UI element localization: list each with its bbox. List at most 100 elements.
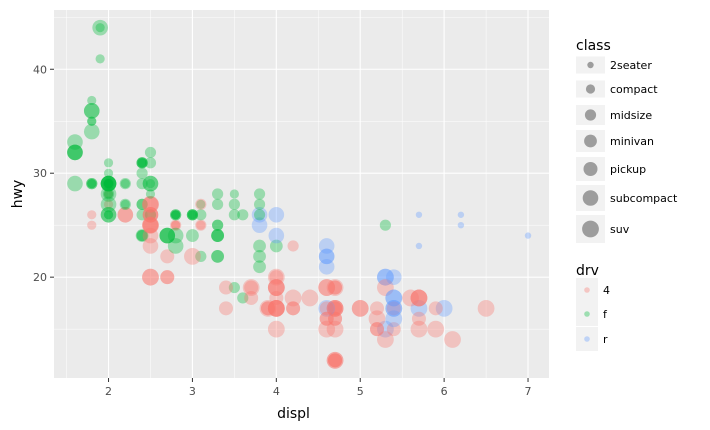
- data-point: [170, 209, 182, 221]
- data-point: [435, 299, 453, 317]
- data-point: [186, 209, 199, 221]
- data-point: [328, 353, 343, 368]
- data-point: [328, 311, 343, 326]
- data-point: [142, 238, 159, 254]
- legend-class-label: suv: [610, 223, 630, 236]
- data-point: [196, 199, 206, 209]
- data-point: [136, 157, 148, 169]
- data-point: [170, 219, 182, 231]
- data-point: [319, 311, 334, 326]
- legend-class-label: compact: [610, 83, 658, 96]
- legend-class: class 2seater compact midsize minivan pickup…: [576, 38, 678, 243]
- data-point: [477, 299, 495, 317]
- data-point: [87, 116, 97, 126]
- data-point: [102, 188, 115, 200]
- data-point: [95, 23, 105, 33]
- data-point: [145, 179, 156, 189]
- data-point: [385, 289, 403, 307]
- data-point: [196, 220, 206, 230]
- y-axis-title: hwy: [10, 180, 26, 209]
- data-point: [326, 279, 344, 296]
- data-point: [86, 178, 98, 190]
- data-point: [328, 353, 343, 368]
- data-point: [142, 195, 159, 213]
- data-point: [87, 116, 97, 126]
- data-point: [385, 299, 403, 317]
- data-point: [87, 220, 97, 230]
- data-point: [253, 249, 266, 263]
- data-point: [144, 209, 157, 221]
- data-point: [286, 301, 301, 316]
- data-point: [103, 179, 114, 189]
- data-point: [186, 209, 199, 221]
- data-point: [83, 123, 100, 140]
- data-point: [286, 301, 301, 316]
- data-point: [92, 19, 108, 36]
- data-point: [167, 227, 184, 244]
- data-point: [444, 331, 461, 348]
- data-point: [142, 206, 159, 223]
- data-point: [67, 144, 83, 161]
- data-point: [267, 320, 285, 338]
- data-point: [427, 320, 445, 338]
- data-point: [87, 179, 97, 189]
- data-point: [428, 301, 443, 316]
- data-point: [86, 178, 98, 190]
- data-point: [253, 260, 266, 274]
- data-point: [457, 221, 465, 229]
- data-point: [212, 188, 224, 200]
- data-point: [410, 289, 428, 307]
- data-point: [268, 227, 285, 244]
- data-point: [103, 179, 114, 189]
- data-point: [211, 229, 225, 242]
- data-point: [144, 157, 157, 169]
- data-point: [171, 220, 181, 230]
- data-point: [119, 198, 131, 210]
- legend-drv: drv 4 fr: [576, 263, 610, 351]
- data-point: [144, 209, 157, 221]
- y-tick-label: 40: [33, 63, 47, 76]
- data-point: [211, 229, 225, 242]
- data-point: [326, 351, 344, 369]
- data-point: [267, 299, 285, 317]
- data-point: [159, 227, 176, 244]
- data-point: [67, 144, 83, 161]
- data-point: [87, 179, 97, 189]
- data-point: [160, 249, 175, 264]
- data-point: [103, 189, 114, 199]
- data-point: [184, 247, 201, 265]
- data-point: [142, 268, 159, 286]
- legend-class-label: pickup: [610, 163, 646, 176]
- data-point: [269, 270, 284, 285]
- data-point: [136, 198, 148, 210]
- data-point: [100, 186, 117, 202]
- data-point: [328, 301, 343, 316]
- data-point: [228, 198, 240, 210]
- data-point: [100, 175, 117, 192]
- data-point: [524, 232, 532, 239]
- data-point: [142, 195, 159, 213]
- legend-class-key: [576, 80, 605, 98]
- grid-lines: [54, 10, 549, 378]
- x-tick-label: 4: [273, 385, 280, 398]
- data-point: [103, 199, 114, 209]
- data-point: [212, 198, 224, 210]
- data-point: [120, 179, 130, 189]
- data-point: [103, 168, 114, 178]
- data-point: [260, 301, 275, 316]
- data-point: [370, 322, 385, 337]
- legend-drv-key: [576, 278, 598, 302]
- legend-class-key: [576, 215, 605, 243]
- data-point: [267, 279, 285, 296]
- data-point: [186, 229, 199, 242]
- data-point: [318, 258, 335, 275]
- data-point: [385, 269, 402, 285]
- data-point: [142, 217, 159, 233]
- data-point: [159, 227, 176, 244]
- data-point: [87, 210, 97, 220]
- data-point: [186, 209, 199, 221]
- data-point: [326, 299, 344, 317]
- data-point: [87, 95, 97, 106]
- data-point: [385, 289, 403, 307]
